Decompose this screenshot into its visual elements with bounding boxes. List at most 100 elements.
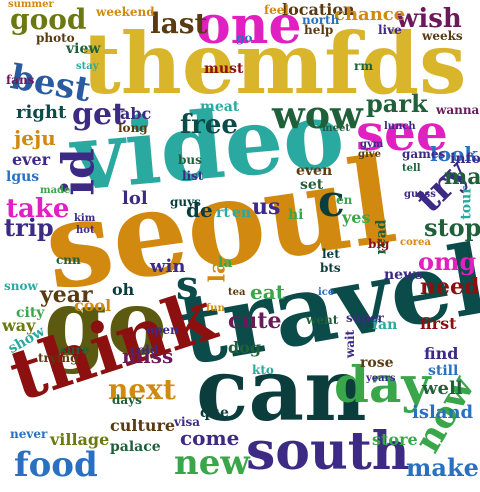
word-que: que <box>200 405 229 421</box>
word-help: help <box>304 23 334 37</box>
word-cnn: cnn <box>56 253 81 267</box>
word-c: c <box>318 176 345 227</box>
word-big: big <box>368 237 390 251</box>
word-games: games <box>402 147 446 161</box>
word-last: last <box>150 7 208 40</box>
word-kim: kim <box>74 213 96 224</box>
word-even: even <box>296 163 333 179</box>
word-meet: meet <box>322 123 350 134</box>
word-stay: stay <box>76 61 99 72</box>
word-tour: tour <box>458 186 475 220</box>
word-kto: kto <box>252 363 274 377</box>
word-south: south <box>246 421 410 482</box>
word-themfds: themfds <box>82 14 467 113</box>
word-lgus: lgus <box>6 169 40 185</box>
word-rt: rt <box>216 205 230 221</box>
word-trip: trip <box>4 213 54 242</box>
word-year: year <box>40 282 93 308</box>
word-photo: photo <box>36 31 75 45</box>
word-dog: dog <box>228 338 262 357</box>
word-lunch: lunch <box>384 121 416 132</box>
word-wish: wish <box>396 4 462 34</box>
word-list: list <box>182 169 204 183</box>
word-guess: guess <box>404 189 436 200</box>
word-rm: rm <box>354 59 374 73</box>
word-ice: ice <box>318 287 335 298</box>
word-park: park <box>366 89 428 118</box>
word-days: days <box>112 393 142 407</box>
word-en: en <box>232 205 252 221</box>
word-wait: wait <box>343 329 358 359</box>
word-come: come <box>180 426 240 450</box>
word-news: news <box>384 267 424 283</box>
word-set: set <box>300 177 324 193</box>
word-weeks: weeks <box>422 29 463 43</box>
word-stop: stop <box>424 213 480 242</box>
word-omg: omg <box>418 247 477 276</box>
word-jeju: jeju <box>14 126 56 150</box>
word-good: good <box>10 3 87 36</box>
word-years: years <box>366 373 396 384</box>
word-fan: fan <box>372 317 398 333</box>
word-cool: cool <box>74 296 112 315</box>
word-fun: fun <box>206 303 225 314</box>
word-wow: wow <box>272 92 363 137</box>
word-s: s <box>176 262 199 309</box>
word-new: new <box>174 443 250 483</box>
word-went: went <box>306 313 339 327</box>
word-one: one <box>196 0 302 56</box>
word-hi: hi <box>288 207 304 223</box>
word-never: never <box>10 427 48 441</box>
word-rose: rose <box>360 355 394 371</box>
word-give: give <box>358 149 381 160</box>
word-cold: cold <box>130 343 159 357</box>
word-us: us <box>252 194 281 220</box>
word-location: location <box>282 0 355 19</box>
word-de: de <box>186 198 213 222</box>
word-bus: bus <box>178 153 202 167</box>
word-long: long <box>118 121 148 135</box>
word-live: live <box>378 23 402 37</box>
word-still: still <box>428 363 459 379</box>
word-need: need <box>420 274 480 300</box>
word-make: make <box>406 453 479 482</box>
word-visa: visa <box>174 415 201 429</box>
word-hot: hot <box>76 225 95 236</box>
word-chance: chance <box>334 4 406 25</box>
word-city: city <box>16 305 45 321</box>
word-culture: culture <box>110 416 176 435</box>
word-wanna: wanna <box>436 103 480 117</box>
word-oh: oh <box>112 280 135 299</box>
word-village: village <box>50 430 110 449</box>
word-lol: lol <box>122 188 148 209</box>
word-can: can <box>196 340 367 441</box>
word-get: get <box>72 97 126 132</box>
word-weekend: weekend <box>96 5 155 19</box>
word-ever: ever <box>12 150 51 169</box>
word-free: free <box>180 110 238 140</box>
word-must: must <box>204 61 244 77</box>
word-super: super <box>346 311 384 325</box>
word-tea: tea <box>228 287 246 298</box>
word-open: open <box>146 323 179 337</box>
word-corea: corea <box>400 237 431 248</box>
word-info: info <box>450 151 480 167</box>
word-find: find <box>424 344 459 363</box>
word-la-green: la <box>218 255 233 271</box>
word-north: north <box>302 13 340 27</box>
word-see: see <box>356 103 448 162</box>
word-bts: bts <box>320 261 341 275</box>
word-may: may <box>444 164 480 190</box>
word-way: way <box>2 316 36 335</box>
word-en-green: en <box>336 193 353 207</box>
word-trying: trying <box>38 351 79 365</box>
word-cute: cute <box>228 308 282 334</box>
word-look: look <box>430 142 479 166</box>
word-next: next <box>108 373 176 406</box>
word-view: view <box>66 41 101 57</box>
word-let: let <box>322 247 340 261</box>
word-eat: eat <box>250 280 285 304</box>
word-first: first <box>420 314 457 333</box>
word-palace: palace <box>110 439 161 455</box>
